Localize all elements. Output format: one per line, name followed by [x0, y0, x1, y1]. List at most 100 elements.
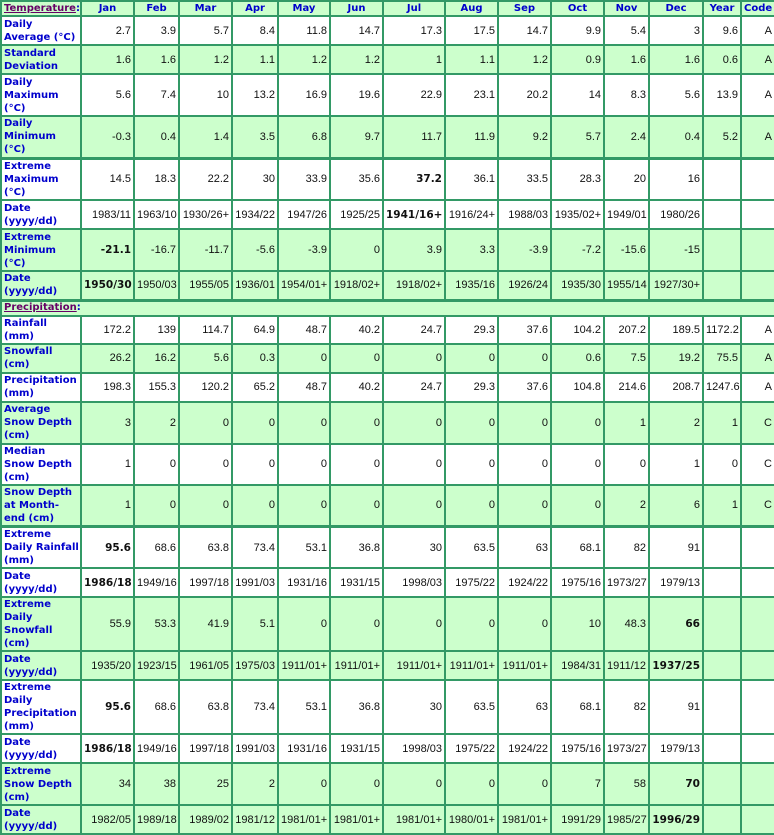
- cell-jan: 1982/05: [80, 804, 135, 835]
- cell-jan: 1.6: [80, 44, 135, 75]
- cell-oct: 1975/16: [550, 567, 605, 598]
- cell-sep: 0: [497, 442, 552, 486]
- cell-nov: 20: [603, 156, 650, 201]
- cell-aug: 0: [444, 442, 499, 486]
- cell-sep: 0: [497, 400, 552, 445]
- cell-apr: 13.2: [231, 73, 279, 117]
- cell-jan: 2.7: [80, 15, 135, 46]
- cell-oct: 28.3: [550, 156, 605, 201]
- cell-dec: 1996/29: [648, 804, 704, 835]
- cell-nov: 7.5: [603, 342, 650, 374]
- cell-year: 1247.6: [702, 371, 742, 403]
- cell-apr: 73.4: [231, 525, 279, 569]
- cell-dec: 6: [648, 483, 704, 528]
- cell-year: 1: [702, 400, 742, 445]
- cell-may: 0: [277, 762, 331, 806]
- column-header-dec: Dec: [648, 0, 704, 17]
- cell-sep: 20.2: [497, 73, 552, 117]
- cell-nov: 1.6: [603, 44, 650, 75]
- cell-jul: 24.7: [382, 314, 446, 345]
- row-label: Date (yyyy/dd): [0, 270, 82, 301]
- cell-jul: 11.7: [382, 115, 446, 159]
- cell-jan: 55.9: [80, 596, 135, 652]
- cell-jul: 24.7: [382, 371, 446, 403]
- cell-sep: 37.6: [497, 371, 552, 403]
- cell-may: 48.7: [277, 371, 331, 403]
- cell-apr: 1.1: [231, 44, 279, 75]
- column-header-jul: Jul: [382, 0, 446, 17]
- cell-may: 1931/16: [277, 567, 331, 598]
- cell-feb: 0: [133, 442, 180, 486]
- cell-year: [702, 804, 742, 835]
- row-label: Standard Deviation: [0, 44, 82, 75]
- cell-code: A: [740, 44, 774, 75]
- cell-jan: 1950/30: [80, 270, 135, 301]
- cell-mar: 5.6: [178, 342, 233, 374]
- table-row: Extreme Snow Depth (cm) 34 38 25 2 0 0 0 0 0 7 58 70: [0, 762, 774, 806]
- cell-code: [740, 156, 774, 201]
- cell-nov: 1: [603, 400, 650, 445]
- cell-jul: 0: [382, 483, 446, 528]
- cell-aug: 1975/22: [444, 567, 499, 598]
- cell-jan: 1935/20: [80, 650, 135, 681]
- cell-aug: 17.5: [444, 15, 499, 46]
- cell-may: 0: [277, 442, 331, 486]
- cell-oct: 0: [550, 442, 605, 486]
- column-header-mar: Mar: [178, 0, 233, 17]
- cell-may: 16.9: [277, 73, 331, 117]
- cell-apr: 1991/03: [231, 733, 279, 764]
- cell-year: 75.5: [702, 342, 742, 374]
- cell-year: 5.2: [702, 115, 742, 159]
- cell-aug: 3.3: [444, 228, 499, 272]
- cell-apr: 2: [231, 762, 279, 806]
- column-header-aug: Aug: [444, 0, 499, 17]
- section-header-precipitation: Precipitation:: [0, 298, 774, 317]
- cell-apr: 0: [231, 400, 279, 445]
- temperature-link[interactable]: Temperature: [4, 2, 76, 14]
- cell-mar: 1930/26+: [178, 199, 233, 230]
- cell-may: 0: [277, 483, 331, 528]
- cell-code: [740, 270, 774, 301]
- cell-sep: 1924/22: [497, 567, 552, 598]
- cell-mar: 1.4: [178, 115, 233, 159]
- cell-code: [740, 679, 774, 735]
- cell-code: C: [740, 483, 774, 528]
- row-label: Extreme Minimum (°C): [0, 228, 82, 272]
- cell-may: 53.1: [277, 679, 331, 735]
- cell-oct: 0: [550, 400, 605, 445]
- cell-dec: 1.6: [648, 44, 704, 75]
- cell-aug: 1.1: [444, 44, 499, 75]
- table-row: Date (yyyy/dd) 1986/18 1949/16 1997/18 1991/…: [0, 567, 774, 598]
- cell-code: A: [740, 15, 774, 46]
- cell-oct: 1991/29: [550, 804, 605, 835]
- cell-code: [740, 567, 774, 598]
- cell-code: A: [740, 342, 774, 374]
- cell-year: [702, 733, 742, 764]
- column-header-jan: Jan: [80, 0, 135, 17]
- cell-jun: 40.2: [329, 314, 384, 345]
- cell-code: A: [740, 115, 774, 159]
- cell-jul: 30: [382, 679, 446, 735]
- cell-aug: 0: [444, 762, 499, 806]
- cell-mar: 25: [178, 762, 233, 806]
- table-row: Daily Average (°C) 2.7 3.9 5.7 8.4 11.8 14.7 17…: [0, 15, 774, 46]
- cell-dec: 5.6: [648, 73, 704, 117]
- cell-jun: 0: [329, 483, 384, 528]
- cell-sep: 9.2: [497, 115, 552, 159]
- cell-jun: 35.6: [329, 156, 384, 201]
- cell-aug: 1980/01+: [444, 804, 499, 835]
- cell-feb: 68.6: [133, 525, 180, 569]
- cell-jan: 1986/18: [80, 733, 135, 764]
- row-label: Snow Depth at Month-end (cm): [0, 483, 82, 528]
- cell-mar: -11.7: [178, 228, 233, 272]
- cell-jun: 0: [329, 228, 384, 272]
- precipitation-link[interactable]: Precipitation: [4, 302, 77, 313]
- cell-nov: 5.4: [603, 15, 650, 46]
- cell-apr: 0: [231, 442, 279, 486]
- column-header-may: May: [277, 0, 331, 17]
- cell-mar: 5.7: [178, 15, 233, 46]
- row-label: Extreme Daily Precipitation (mm): [0, 679, 82, 735]
- cell-nov: 1911/12: [603, 650, 650, 681]
- table-row: Standard Deviation 1.6 1.6 1.2 1.1 1.2 1.2 1 1.1…: [0, 44, 774, 75]
- section-header-temperature: Temperature:: [0, 0, 82, 17]
